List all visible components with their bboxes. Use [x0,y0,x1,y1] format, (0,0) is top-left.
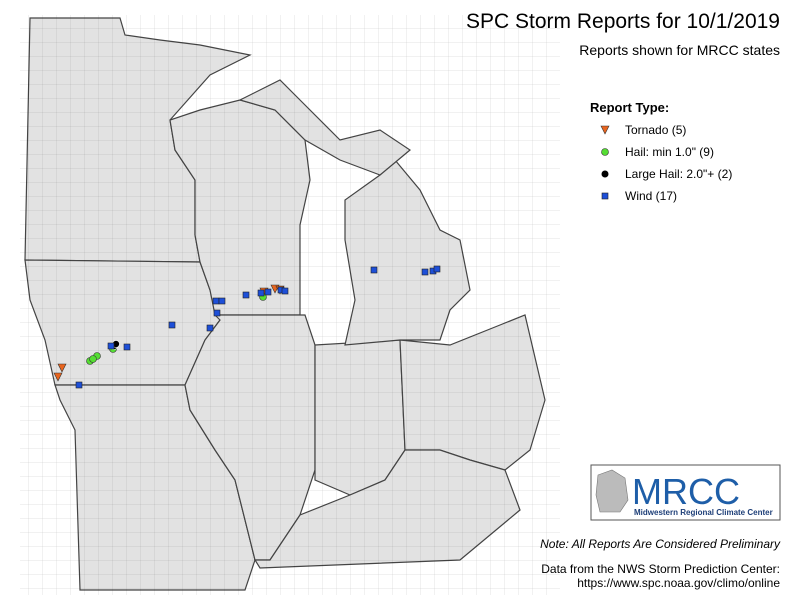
source-line: Data from the NWS Storm Prediction Cente… [541,562,780,576]
wind-report [281,287,289,295]
wind-report [75,381,83,389]
wind-report [168,321,176,329]
wind-report [242,291,250,299]
legend-item: Wind (17) [625,189,677,203]
hail-report [89,355,97,363]
source-url: https://www.spc.noaa.gov/climo/online [577,576,780,590]
states [20,15,560,595]
legend-symbol [601,192,609,200]
legend-symbol [601,170,609,178]
title: SPC Storm Reports for 10/1/2019 [466,10,780,33]
wind-report [257,289,265,297]
logo-name: MRCC [632,471,740,512]
legend-item: Hail: min 1.0" (9) [625,145,714,159]
logo: MRCC Midwestern Regional Climate Center [590,464,781,521]
wind-report [433,265,441,273]
legend: Report Type: Tornado (5) Hail: min 1.0" … [590,100,732,203]
wind-report [213,309,221,317]
wind-report [421,268,429,276]
legend-title: Report Type: [590,100,669,115]
logo-map [595,469,629,513]
legend-symbol [601,148,609,156]
note: Note: All Reports Are Considered Prelimi… [540,537,781,551]
reports [53,265,441,389]
county-lines [20,15,560,595]
wind-report [123,343,131,351]
wind-report [107,342,115,350]
logo-full-name: Midwestern Regional Climate Center [634,508,773,517]
legend-item: Large Hail: 2.0"+ (2) [625,167,732,181]
legend-item: Tornado (5) [625,123,686,137]
wind-report [370,266,378,274]
tornado-report [53,372,63,382]
wind-report [206,324,214,332]
subtitle: Reports shown for MRCC states [579,42,780,58]
wind-report [218,297,226,305]
tornado-report [57,363,67,373]
wind-report [212,297,220,305]
legend-symbol [600,125,610,135]
wind-report [264,288,272,296]
